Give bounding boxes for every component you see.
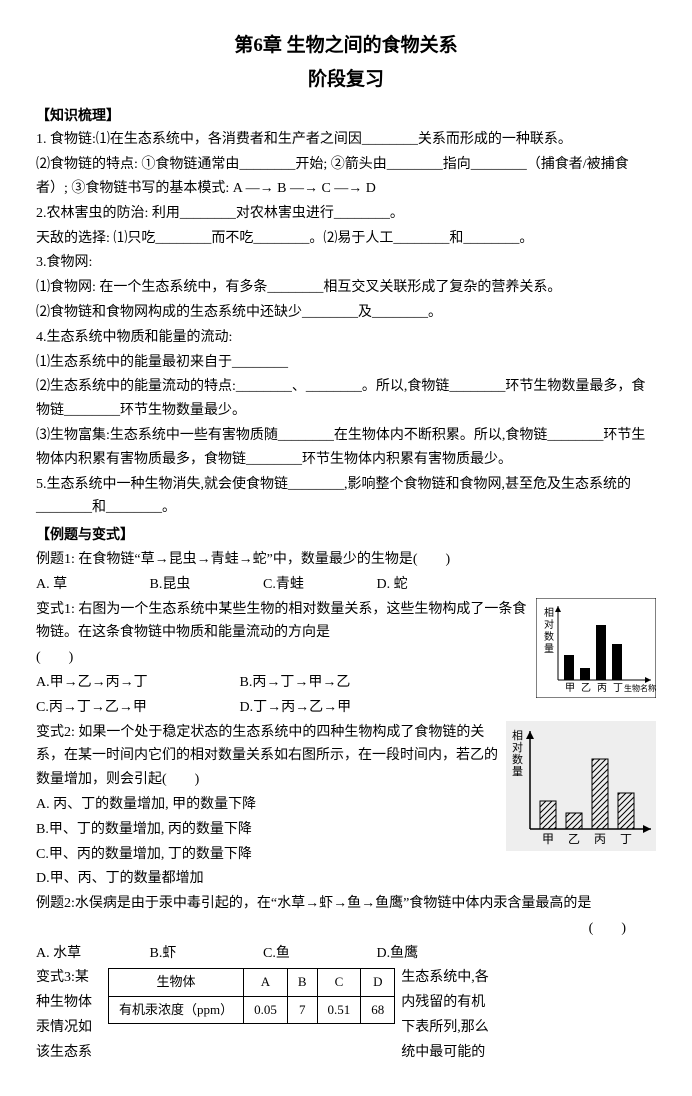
svg-text:丁: 丁	[620, 832, 632, 846]
section-knowledge: 【知识梳理】	[36, 105, 656, 129]
opt-d: D. 蛇	[377, 573, 487, 597]
item-4-3: ⑶生物富集:生态系统中一些有害物质随________在生物体内不断积累。所以,食…	[36, 424, 656, 472]
chart-1: 相 对 数 量 甲 乙 丙 丁 生物名称	[536, 598, 656, 707]
v3-left-4: 该生态系	[36, 1041, 108, 1065]
cell-d: 68	[361, 996, 395, 1023]
opt-c: C.丙→丁→乙→甲	[36, 696, 236, 720]
svg-text:丙: 丙	[597, 683, 607, 694]
example-2: 例题2:水俣病是由于汞中毒引起的，在“水草→虾→鱼→鱼鹰”食物链中体内汞含量最高…	[36, 892, 656, 916]
example-1-options: A. 草 B.昆虫 C.青蛙 D. 蛇	[36, 573, 656, 597]
th-b: B	[287, 969, 317, 996]
v3-right-4: 统中最可能的	[401, 1041, 656, 1065]
item-1: 1. 食物链:⑴在生态系统中，各消费者和生产者之间因________关系而形成的…	[36, 128, 656, 152]
svg-text:乙: 乙	[581, 682, 591, 694]
v3-left-2: 种生物体	[36, 991, 108, 1015]
item-4: 4.生态系统中物质和能量的流动:	[36, 326, 656, 350]
th-d: D	[361, 969, 395, 996]
svg-text:甲: 甲	[542, 832, 554, 846]
item-2b: 天敌的选择: ⑴只吃________而不吃________。⑵易于人工_____…	[36, 227, 656, 251]
opt-a: A. 水草	[36, 942, 146, 966]
row-label: 有机汞浓度（ppm）	[109, 996, 244, 1023]
opt-b: B.昆虫	[150, 573, 260, 597]
v3-right-2: 内残留的有机	[401, 991, 656, 1015]
variant-2-d: D.甲、丙、丁的数量都增加	[36, 867, 656, 891]
opt-d: D.丁→丙→乙→甲	[240, 696, 352, 720]
opt-d: D.鱼鹰	[377, 942, 487, 966]
item-3-2: ⑵食物链和食物网构成的生态系统中还缺少________及________。	[36, 301, 656, 325]
svg-text:乙: 乙	[568, 832, 580, 846]
cell-a: 0.05	[244, 996, 288, 1023]
chart1-ylabel: 相	[544, 606, 554, 619]
svg-text:对: 对	[544, 618, 554, 631]
svg-text:相: 相	[512, 729, 523, 742]
th-a: A	[244, 969, 288, 996]
v3-right-1: 生态系统中,各	[401, 966, 656, 990]
svg-text:量: 量	[544, 643, 554, 655]
svg-text:甲: 甲	[565, 683, 575, 694]
chapter-title: 第6章 生物之间的食物关系	[36, 30, 656, 62]
opt-c: C.鱼	[263, 942, 373, 966]
item-2: 2.农林害虫的防治: 利用________对农林害虫进行________。	[36, 202, 656, 226]
variant-3-block: 变式3:某 种生物体 汞情况如 该生态系 生物体 A B C D 有机汞浓度（p…	[36, 966, 656, 1065]
mercury-table: 生物体 A B C D 有机汞浓度（ppm） 0.05 7 0.51 68	[108, 966, 395, 1025]
item-4-2: ⑵生态系统中的能量流动的特点:________、________。所以,食物链_…	[36, 375, 656, 423]
v3-left-1: 变式3:某	[36, 966, 108, 990]
svg-text:丁: 丁	[613, 683, 623, 694]
svg-text:数: 数	[544, 630, 554, 643]
v3-left-3: 汞情况如	[36, 1016, 108, 1040]
example-2-options: A. 水草 B.虾 C.鱼 D.鱼鹰	[36, 942, 656, 966]
cell-b: 7	[287, 996, 317, 1023]
v3-right-3: 下表所列,那么	[401, 1016, 656, 1040]
opt-a: A. 草	[36, 573, 146, 597]
svg-text:对: 对	[512, 740, 523, 754]
th-c: C	[317, 969, 361, 996]
item-5: 5.生态系统中一种生物消失,就会使食物链________,影响整个食物链和食物网…	[36, 473, 656, 521]
svg-text:生物名称: 生物名称	[624, 683, 656, 693]
item-3: 3.食物网:	[36, 251, 656, 275]
example-1: 例题1: 在食物链“草→昆虫→青蛙→蛇”中，数量最少的生物是( )	[36, 548, 656, 572]
opt-a: A.甲→乙→丙→丁	[36, 671, 236, 695]
opt-c: C.青蛙	[263, 573, 373, 597]
item-1-2: ⑵食物链的特点: ①食物链通常由________开始; ②箭头由________…	[36, 153, 656, 201]
th-0: 生物体	[109, 969, 244, 996]
section-examples: 【例题与变式】	[36, 524, 656, 548]
opt-b: B.丙→丁→甲→乙	[240, 671, 351, 695]
svg-text:丙: 丙	[594, 832, 606, 846]
svg-text:量: 量	[512, 765, 523, 778]
opt-b: B.虾	[150, 942, 260, 966]
svg-text:数: 数	[512, 753, 523, 766]
item-4-1: ⑴生态系统中的能量最初来自于________	[36, 351, 656, 375]
cell-c: 0.51	[317, 996, 361, 1023]
subtitle: 阶段复习	[36, 64, 656, 96]
chart-2: 相 对 数 量 甲 乙 丙 丁	[506, 721, 656, 860]
item-3-1: ⑴食物网: 在一个生态系统中，有多条________相互交叉关联形成了复杂的营养…	[36, 276, 656, 300]
example-2-paren: ( )	[36, 917, 656, 941]
